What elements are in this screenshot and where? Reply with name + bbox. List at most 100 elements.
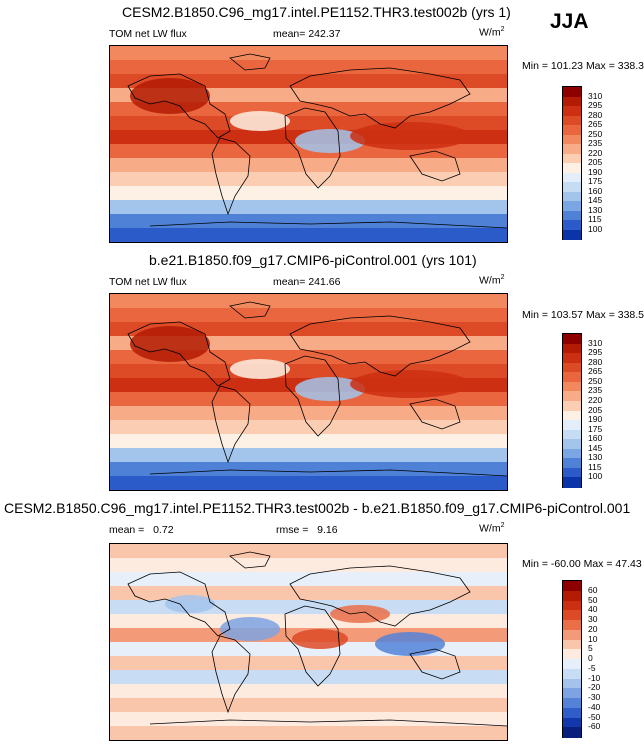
panel1-colorbar-swatch	[563, 87, 581, 97]
panel2-map-band	[110, 420, 507, 435]
panel3-units-exp: 2	[500, 522, 505, 529]
panel2-title: b.e21.B1850.f09_g17.CMIP6-piControl.001 …	[149, 252, 477, 268]
panel3-mean: mean = 0.72	[109, 524, 174, 536]
panel2-map-feature	[230, 359, 290, 379]
panel1-mean-label: mean=	[273, 28, 306, 40]
panel2-coastline	[289, 315, 471, 377]
panel1-colorbar-swatch	[563, 182, 581, 192]
panel2-map-band	[110, 350, 507, 365]
panel3-rmse-value: 9.16	[317, 524, 338, 536]
panel1-colorbar-label: 310	[588, 90, 603, 101]
panel3-colorbar	[562, 580, 582, 738]
panel2-colorbar-swatch	[563, 362, 581, 373]
panel2-map-feature	[130, 326, 210, 362]
panel3-map-band	[110, 656, 507, 671]
panel3-colorbar-label: -60	[588, 721, 601, 732]
panel1-coastline	[211, 137, 251, 216]
panel3-map-band	[110, 698, 507, 713]
panel1-map-feature	[295, 129, 365, 153]
panel3-max: Max = 47.43	[583, 558, 642, 570]
panel1-colorbar-label: 250	[588, 128, 603, 139]
panel3-coastline	[211, 635, 251, 714]
panel1-map	[109, 45, 508, 243]
panel2-colorbar-label: 175	[588, 423, 603, 434]
panel1-colorbar-swatch	[563, 96, 581, 107]
panel2-colorbar-label: 130	[588, 452, 603, 463]
panel3-map-band	[110, 586, 507, 601]
panel3-mean-value: 0.72	[153, 524, 174, 536]
panel2-colorbar-swatch	[563, 353, 581, 364]
panel1-colorbar-swatch	[563, 134, 581, 145]
panel2-colorbar-swatch	[563, 381, 581, 392]
panel3-coastline	[409, 648, 461, 680]
panel3-coastline	[289, 565, 471, 627]
panel2-max: Max = 338.51	[585, 309, 644, 321]
panel3-coastline	[229, 551, 271, 569]
panel1-colorbar-label: 235	[588, 138, 603, 148]
panel1-minmax: Min = 101.23 Max = 338.39	[522, 60, 644, 72]
panel2-units: W/m2	[479, 274, 504, 287]
panel1-map-band	[110, 102, 507, 117]
panel2-colorbar-swatch	[563, 334, 581, 345]
panel3-map-svg	[110, 544, 507, 740]
panel1-map-svg	[110, 46, 507, 242]
panel1-colorbar-swatch	[563, 220, 581, 230]
panel2-coastline	[149, 469, 507, 477]
panel3-minmax: Min = -60.00 Max = 47.43	[522, 558, 642, 570]
panel1-colorbar-label: 220	[588, 147, 603, 158]
panel3-map-band	[110, 558, 507, 573]
panel2-map	[109, 293, 508, 491]
panel2-map-band	[110, 406, 507, 421]
panel3-colorbar-swatch	[563, 727, 581, 738]
panel2-coastline	[229, 301, 271, 319]
panel1-colorbar-label: 100	[588, 223, 603, 234]
panel2-map-band	[110, 462, 507, 477]
panel3-colorbar-swatch	[563, 668, 581, 679]
panel3-map-feature	[292, 629, 348, 649]
panel1-colorbar-swatch	[563, 191, 581, 202]
panel1-colorbar-swatch	[563, 144, 581, 154]
panel1-colorbar-swatch	[563, 201, 581, 211]
panel1-colorbar-label: 130	[588, 204, 603, 215]
panel3-map-band	[110, 726, 507, 740]
panel2-units-base: W/m	[479, 274, 501, 287]
panel2-colorbar-swatch	[563, 343, 581, 354]
panel3-colorbar-label: -5	[588, 662, 596, 673]
panel3-coastline	[149, 719, 507, 727]
panel2-mean-label: mean=	[273, 276, 306, 288]
panel1-mean: mean= 242.37	[273, 28, 340, 40]
panel3-rmse: rmse = 9.16	[276, 524, 338, 536]
panel1-map-feature	[350, 122, 470, 150]
panel2-map-band	[110, 294, 507, 309]
panel2-colorbar-swatch	[563, 448, 581, 459]
panel2-minmax: Min = 103.57 Max = 338.51	[522, 309, 644, 321]
panel3-colorbar-label: -10	[588, 672, 601, 683]
panel3-colorbar-swatch	[563, 581, 581, 592]
panel3-colorbar-label: -20	[588, 682, 601, 693]
panel1-mean-value: 242.37	[308, 28, 341, 40]
panel2-colorbar-swatch	[563, 467, 581, 478]
panel2-map-band	[110, 322, 507, 337]
panel3-colorbar-label: -40	[588, 701, 601, 712]
panel2-mean-value: 241.66	[308, 276, 341, 288]
panel1-map-band	[110, 214, 507, 229]
panel1-colorbar-label: 295	[588, 100, 603, 110]
panel3-units: W/m2	[479, 522, 504, 535]
panel2-map-feature	[350, 370, 470, 398]
panel2-coastline	[409, 398, 461, 430]
panel2-coastline	[127, 321, 231, 387]
panel1-colorbar-swatch	[563, 106, 581, 116]
panel1-coastline	[149, 221, 507, 229]
panel1-colorbar-label: 175	[588, 176, 603, 186]
panel3-map-feature	[220, 617, 280, 641]
panel1-colorbar-label: 145	[588, 195, 603, 205]
panel2-map-band	[110, 308, 507, 323]
panel1-units-exp: 2	[500, 26, 505, 33]
panel3-colorbar-label: 5	[588, 643, 593, 654]
panel3-colorbar-swatch	[563, 659, 581, 670]
panel2-colorbar-label: 115	[588, 461, 602, 472]
panel1-colorbar-label: 205	[588, 157, 603, 167]
panel1-coastline	[409, 150, 461, 182]
panel2-colorbar-label: 220	[588, 394, 603, 405]
panel1-colorbar-label: 280	[588, 109, 603, 120]
